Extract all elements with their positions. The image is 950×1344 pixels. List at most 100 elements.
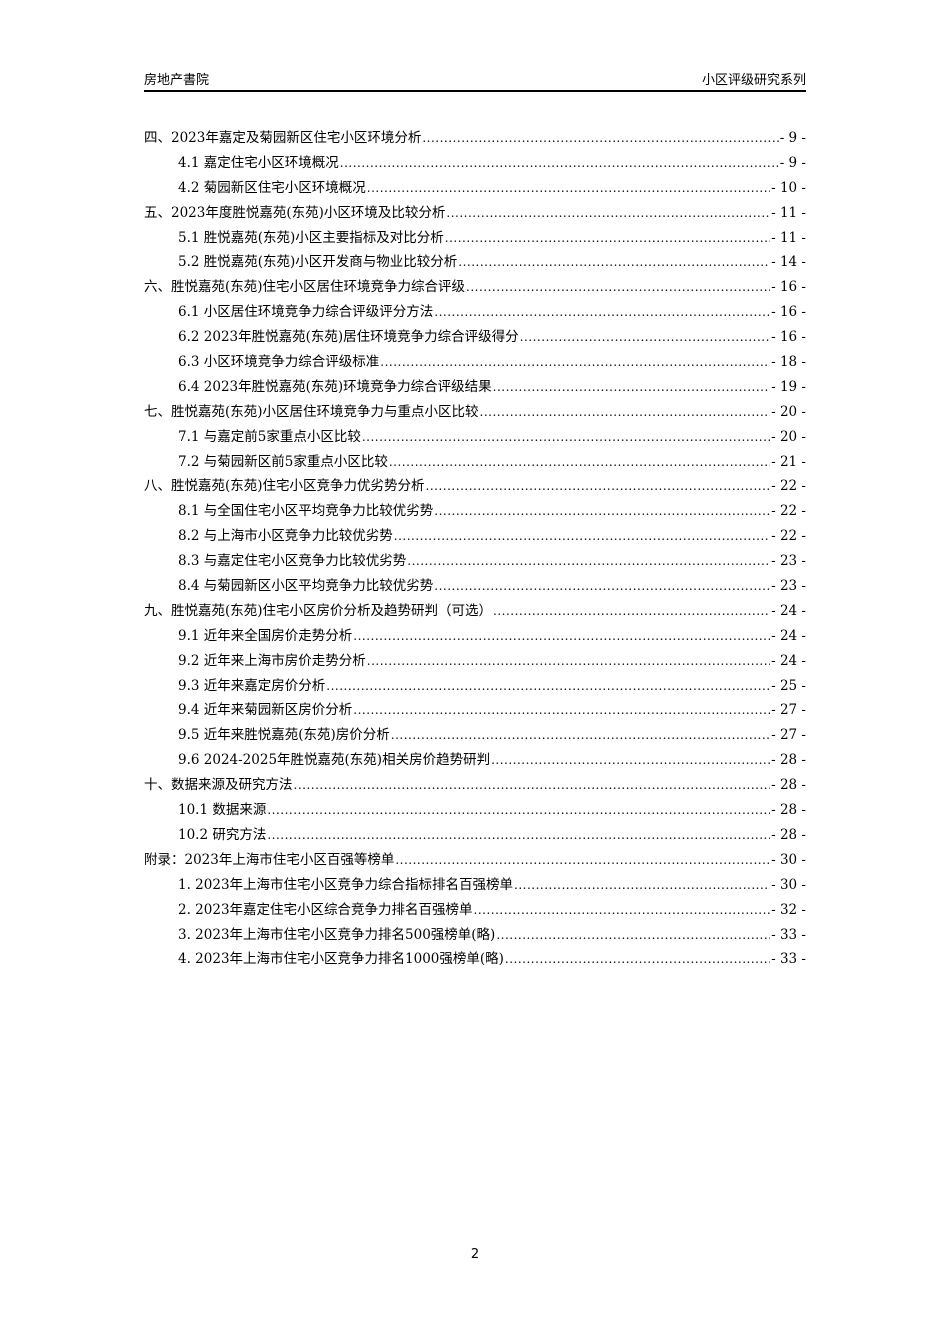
toc-entry[interactable]: 附录：2023年上海市住宅小区百强等榜单 - 30 - bbox=[144, 848, 806, 873]
toc-entry-title: 十、数据来源及研究方法 bbox=[144, 777, 293, 794]
toc-entry[interactable]: 3. 2023年上海市住宅小区竞争力排名500强榜单(略) - 33 - bbox=[144, 923, 806, 948]
dot-leader bbox=[466, 280, 770, 294]
header-series: 小区评级研究系列 bbox=[701, 73, 806, 88]
toc-entry[interactable]: 4.1 嘉定住宅小区环境概况 - 9 - bbox=[144, 151, 806, 176]
header-publisher: 房地产書院 bbox=[144, 73, 210, 88]
toc-entry[interactable]: 10.1 数据来源 - 28 - bbox=[144, 798, 806, 823]
toc-entry-title: 8.1 与全国住宅小区平均竞争力比较优劣势 bbox=[178, 503, 434, 520]
dot-leader bbox=[380, 355, 770, 369]
toc-entry-page: - 30 - bbox=[771, 851, 806, 868]
dot-leader bbox=[362, 430, 770, 444]
toc-entry-page: - 24 - bbox=[771, 652, 806, 669]
toc-entry-page: - 22 - bbox=[771, 478, 806, 495]
toc-entry[interactable]: 七、胜悦嘉苑(东苑)小区居住环境竞争力与重点小区比较 - 20 - bbox=[144, 400, 806, 425]
toc-entry[interactable]: 五、2023年度胜悦嘉苑(东苑)小区环境及比较分析 - 11 - bbox=[144, 201, 806, 226]
dot-leader bbox=[340, 156, 779, 170]
dot-leader bbox=[496, 928, 770, 942]
toc-entry[interactable]: 8.1 与全国住宅小区平均竞争力比较优劣势 - 22 - bbox=[144, 499, 806, 524]
dot-leader bbox=[389, 455, 770, 469]
toc-entry-page: - 32 - bbox=[771, 901, 806, 918]
toc-entry-page: - 23 - bbox=[771, 578, 806, 595]
toc-entry[interactable]: 9.2 近年来上海市房价走势分析 - 24 - bbox=[144, 649, 806, 674]
toc-entry-title: 1. 2023年上海市住宅小区竞争力综合指标排名百强榜单 bbox=[178, 876, 514, 893]
toc-entry-title: 4.1 嘉定住宅小区环境概况 bbox=[178, 154, 339, 171]
dot-leader bbox=[391, 728, 770, 742]
toc-entry-title: 八、胜悦嘉苑(东苑)住宅小区竞争力优劣势分析 bbox=[144, 478, 425, 495]
toc-entry[interactable]: 4. 2023年上海市住宅小区竞争力排名1000强榜单(略) - 33 - bbox=[144, 947, 806, 972]
dot-leader bbox=[326, 679, 770, 693]
toc-entry-title: 6.2 2023年胜悦嘉苑(东苑)居住环境竞争力综合评级得分 bbox=[178, 329, 519, 346]
toc-entry-title: 8.4 与菊园新区小区平均竞争力比较优劣势 bbox=[178, 578, 434, 595]
toc-entry-title: 9.2 近年来上海市房价走势分析 bbox=[178, 652, 366, 669]
dot-leader bbox=[367, 654, 770, 668]
toc-entry[interactable]: 9.1 近年来全国房价走势分析 - 24 - bbox=[144, 624, 806, 649]
toc-entry-page: - 14 - bbox=[771, 254, 806, 271]
toc-entry[interactable]: 九、胜悦嘉苑(东苑)住宅小区房价分析及趋势研判（可选） - 24 - bbox=[144, 599, 806, 624]
toc-entry[interactable]: 1. 2023年上海市住宅小区竞争力综合指标排名百强榜单 - 30 - bbox=[144, 873, 806, 898]
toc-entry[interactable]: 6.3 小区环境竞争力综合评级标准 - 18 - bbox=[144, 350, 806, 375]
toc-entry[interactable]: 10.2 研究方法 - 28 - bbox=[144, 823, 806, 848]
toc-entry-page: - 22 - bbox=[771, 503, 806, 520]
toc-entry-page: - 22 - bbox=[771, 528, 806, 545]
toc-entry-title: 六、胜悦嘉苑(东苑)住宅小区居住环境竞争力综合评级 bbox=[144, 279, 466, 296]
toc-entry-title: 四、2023年嘉定及菊园新区住宅小区环境分析 bbox=[144, 130, 422, 146]
toc-entry[interactable]: 4.2 菊园新区住宅小区环境概况 - 10 - bbox=[144, 176, 806, 201]
toc-entry[interactable]: 四、2023年嘉定及菊园新区住宅小区环境分析 - 9 - bbox=[144, 126, 806, 151]
toc-entry-title: 附录：2023年上海市住宅小区百强等榜单 bbox=[144, 851, 395, 868]
toc-entry-page: - 24 - bbox=[771, 602, 806, 619]
toc-entry-title: 九、胜悦嘉苑(东苑)住宅小区房价分析及趋势研判（可选） bbox=[144, 602, 493, 619]
toc-entry[interactable]: 9.6 2024-2025年胜悦嘉苑(东苑)相关房价趋势研判 - 28 - bbox=[144, 748, 806, 773]
toc-entry[interactable]: 9.3 近年来嘉定房价分析 - 25 - bbox=[144, 674, 806, 699]
toc-entry-page: - 20 - bbox=[771, 428, 806, 445]
dot-leader bbox=[445, 231, 770, 245]
toc-entry[interactable]: 6.2 2023年胜悦嘉苑(东苑)居住环境竞争力综合评级得分 - 16 - bbox=[144, 325, 806, 350]
dot-leader bbox=[520, 330, 770, 344]
toc-entry-title: 6.4 2023年胜悦嘉苑(东苑)环境竞争力综合评级结果 bbox=[178, 378, 492, 395]
dot-leader bbox=[480, 405, 771, 419]
toc-entry-title: 9.1 近年来全国房价走势分析 bbox=[178, 627, 353, 644]
toc-entry-title: 10.1 数据来源 bbox=[178, 802, 267, 819]
toc-entry-title: 2. 2023年嘉定住宅小区综合竞争力排名百强榜单 bbox=[178, 901, 473, 918]
dot-leader bbox=[446, 206, 770, 220]
toc-entry[interactable]: 9.4 近年来菊园新区房价分析 - 27 - bbox=[144, 698, 806, 723]
dot-leader bbox=[353, 703, 770, 717]
toc-entry-page: - 24 - bbox=[771, 627, 806, 644]
toc-entry-title: 7.1 与嘉定前5家重点小区比较 bbox=[178, 428, 361, 445]
toc-entry-title: 10.2 研究方法 bbox=[178, 826, 267, 843]
toc-entry-title: 8.3 与嘉定住宅小区竞争力比较优劣势 bbox=[178, 553, 407, 570]
dot-leader bbox=[458, 255, 770, 269]
toc-entry[interactable]: 9.5 近年来胜悦嘉苑(东苑)房价分析 - 27 - bbox=[144, 723, 806, 748]
dot-leader bbox=[267, 828, 770, 842]
toc-entry[interactable]: 6.4 2023年胜悦嘉苑(东苑)环境竞争力综合评级结果 - 19 - bbox=[144, 375, 806, 400]
toc-entry-page: - 11 - bbox=[771, 229, 806, 246]
dot-leader bbox=[426, 479, 771, 493]
dot-leader bbox=[474, 903, 771, 917]
toc-entry[interactable]: 八、胜悦嘉苑(东苑)住宅小区竞争力优劣势分析 - 22 - bbox=[144, 474, 806, 499]
toc-entry[interactable]: 7.1 与嘉定前5家重点小区比较 - 20 - bbox=[144, 425, 806, 450]
table-of-contents: 四、2023年嘉定及菊园新区住宅小区环境分析- 9 -4.1 嘉定住宅小区环境概… bbox=[144, 126, 806, 972]
toc-entry-page: - 11 - bbox=[771, 204, 806, 221]
toc-entry[interactable]: 8.2 与上海市小区竞争力比较优劣势 - 22 - bbox=[144, 524, 806, 549]
dot-leader bbox=[395, 853, 770, 867]
toc-entry-page: - 33 - bbox=[771, 951, 806, 968]
toc-entry-page: - 28 - bbox=[771, 777, 806, 794]
toc-entry[interactable]: 7.2 与菊园新区前5家重点小区比较 - 21 - bbox=[144, 450, 806, 475]
toc-entry[interactable]: 十、数据来源及研究方法 - 28 - bbox=[144, 773, 806, 798]
toc-entry-title: 6.3 小区环境竞争力综合评级标准 bbox=[178, 354, 380, 371]
toc-entry[interactable]: 5.2 胜悦嘉苑(东苑)小区开发商与物业比较分析 - 14 - bbox=[144, 250, 806, 275]
toc-entry[interactable]: 5.1 胜悦嘉苑(东苑)小区主要指标及对比分析 - 11 - bbox=[144, 226, 806, 251]
toc-entry-page: - 23 - bbox=[771, 553, 806, 570]
toc-entry-page: - 30 - bbox=[771, 876, 806, 893]
toc-entry[interactable]: 8.3 与嘉定住宅小区竞争力比较优劣势 - 23 - bbox=[144, 549, 806, 574]
toc-entry[interactable]: 6.1 小区居住环境竞争力综合评级评分方法 - 16 - bbox=[144, 300, 806, 325]
toc-entry-page: - 33 - bbox=[771, 926, 806, 943]
toc-entry[interactable]: 8.4 与菊园新区小区平均竞争力比较优劣势 - 23 - bbox=[144, 574, 806, 599]
toc-entry-title: 5.1 胜悦嘉苑(东苑)小区主要指标及对比分析 bbox=[178, 229, 444, 246]
dot-leader bbox=[267, 803, 770, 817]
toc-entry[interactable]: 六、胜悦嘉苑(东苑)住宅小区居住环境竞争力综合评级 - 16 - bbox=[144, 275, 806, 300]
dot-leader bbox=[493, 604, 770, 618]
page-header: 房地产書院 小区评级研究系列 bbox=[144, 66, 806, 92]
toc-entry[interactable]: 2. 2023年嘉定住宅小区综合竞争力排名百强榜单 - 32 - bbox=[144, 898, 806, 923]
dot-leader bbox=[353, 629, 770, 643]
toc-entry-title: 3. 2023年上海市住宅小区竞争力排名500强榜单(略) bbox=[178, 926, 496, 943]
